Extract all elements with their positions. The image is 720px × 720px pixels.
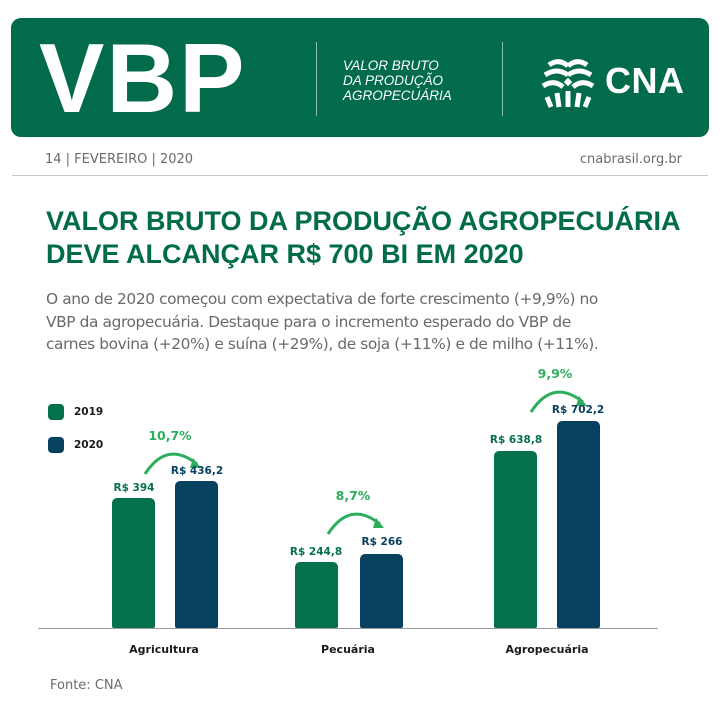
bar-agropecuaria-2019 bbox=[494, 451, 537, 628]
bar-chart: 2019 2020 10,7% R$ 394 R$ 436,2 Agricult… bbox=[0, 360, 720, 660]
banner-divider bbox=[316, 42, 317, 116]
bar-value-label: R$ 436,2 bbox=[170, 465, 224, 477]
legend-label: 2020 bbox=[74, 439, 104, 451]
growth-label-agricultura: 10,7% bbox=[148, 428, 192, 443]
bar-value-label: R$ 702,2 bbox=[551, 404, 605, 416]
category-label: Agropecuária bbox=[505, 643, 589, 656]
x-axis-baseline bbox=[38, 628, 658, 629]
growth-arrow-icon bbox=[326, 512, 384, 535]
category-label: Pecuária bbox=[321, 643, 375, 656]
legend-item-2019: 2019 bbox=[48, 404, 103, 420]
website-link[interactable]: cnabrasil.org.br bbox=[579, 152, 682, 167]
bar-pecuaria-2019 bbox=[295, 562, 338, 628]
legend-swatch-2019 bbox=[48, 404, 64, 420]
legend-label: 2019 bbox=[74, 406, 104, 418]
category-label: Agricultura bbox=[129, 643, 199, 656]
bar-pecuaria-2020 bbox=[360, 554, 403, 628]
lede-paragraph: O ano de 2020 começou com expectativa de… bbox=[46, 290, 599, 353]
banner-subtitle: VALOR BRUTO DA PRODUÇÃO AGROPECUÁRIA bbox=[343, 58, 452, 103]
banner-divider bbox=[502, 42, 503, 116]
vbp-logo: VBP bbox=[39, 23, 247, 133]
bar-value-label: R$ 638,8 bbox=[489, 434, 543, 446]
bar-agropecuaria-2020 bbox=[557, 421, 600, 628]
growth-label-pecuaria: 8,7% bbox=[335, 488, 371, 503]
bar-value-label: R$ 266 bbox=[361, 536, 403, 548]
cna-brand-text: CNA bbox=[605, 60, 685, 101]
legend-item-2020: 2020 bbox=[48, 437, 103, 453]
source-note: Fonte: CNA bbox=[50, 678, 123, 693]
publication-date: 14 | FEVEREIRO | 2020 bbox=[45, 152, 194, 167]
header-rule bbox=[12, 175, 708, 176]
bar-value-label: R$ 394 bbox=[113, 482, 155, 494]
growth-arrow-icon bbox=[143, 452, 201, 475]
growth-label-agropecuaria: 9,9% bbox=[537, 366, 573, 381]
bar-agricultura-2019 bbox=[112, 498, 155, 628]
page-title: VALOR BRUTO DA PRODUÇÃO AGROPECUÁRIA DEV… bbox=[46, 206, 681, 269]
growth-arrow-icon bbox=[529, 390, 587, 413]
bar-value-label: R$ 244,8 bbox=[289, 546, 343, 558]
legend-swatch-2020 bbox=[48, 437, 64, 453]
header-banner: VBP VALOR BRUTO DA PRODUÇÃO AGROPECUÁRIA… bbox=[11, 18, 709, 137]
bar-agricultura-2020 bbox=[175, 481, 218, 628]
cna-tree-logo-icon bbox=[541, 59, 595, 108]
